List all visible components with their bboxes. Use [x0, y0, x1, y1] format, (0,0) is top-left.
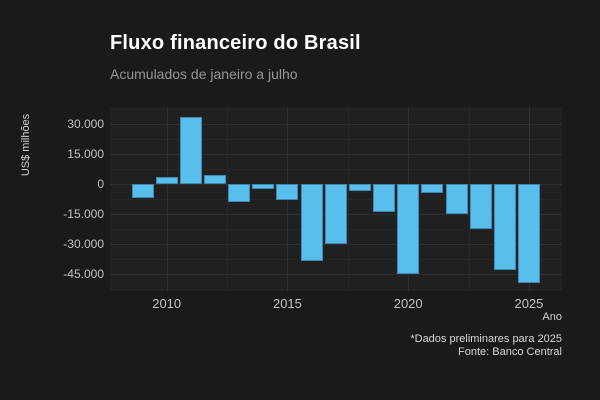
chart-subtitle: Acumulados de janeiro a julho [110, 66, 298, 82]
x-tick-label: 2015 [272, 296, 302, 311]
caption-line-1: *Dados preliminares para 2025 [410, 333, 562, 345]
bar-2012 [204, 175, 226, 184]
bar-2022 [445, 184, 468, 214]
y-tick-label: -30.000 [63, 237, 104, 251]
plot-area [110, 107, 562, 291]
x-gridline [166, 107, 168, 291]
bar-2011 [179, 117, 202, 184]
y-gridline-minor [110, 169, 562, 170]
x-axis-title: Ano [542, 311, 562, 323]
bar-2016 [300, 184, 323, 261]
bar-2025 [517, 184, 540, 283]
y-gridline [110, 244, 562, 245]
chart-title: Fluxo financeiro do Brasil [110, 32, 361, 54]
y-tick-label: 15.000 [67, 147, 104, 161]
bar-2010 [155, 177, 178, 184]
y-axis-title: US$ milhões [20, 113, 32, 177]
y-tick-label: -15.000 [63, 207, 104, 221]
bar-2024 [493, 184, 516, 270]
y-gridline-minor [110, 259, 562, 260]
y-gridline [110, 124, 562, 125]
bar-2014 [252, 184, 275, 189]
y-gridline [110, 154, 562, 155]
bar-2017 [324, 184, 347, 244]
bar-2018 [348, 184, 371, 191]
bar-2019 [373, 184, 396, 212]
bar-2020 [397, 184, 420, 274]
x-tick-label: 2020 [393, 296, 423, 311]
y-tick-label: -45.000 [63, 267, 104, 281]
y-gridline-minor [110, 289, 562, 290]
y-gridline-minor [110, 109, 562, 110]
caption-note: *Dados preliminares para 2025 Fonte: Ban… [410, 333, 562, 359]
bar-2021 [421, 184, 444, 193]
y-tick-label: 0 [97, 177, 104, 191]
bar-2013 [228, 184, 251, 202]
x-gridline-minor [227, 107, 229, 291]
x-tick-label: 2010 [152, 296, 182, 311]
x-gridline-minor [347, 107, 349, 291]
y-gridline [110, 274, 562, 275]
x-gridline-minor [468, 107, 470, 291]
caption-line-2: Fonte: Banco Central [458, 346, 562, 358]
x-tick-label: 2025 [514, 296, 544, 311]
bar-2015 [276, 184, 299, 200]
y-tick-label: 30.000 [67, 117, 104, 131]
bar-2023 [469, 184, 492, 229]
bar-2009 [131, 184, 154, 198]
y-gridline-minor [110, 139, 562, 140]
